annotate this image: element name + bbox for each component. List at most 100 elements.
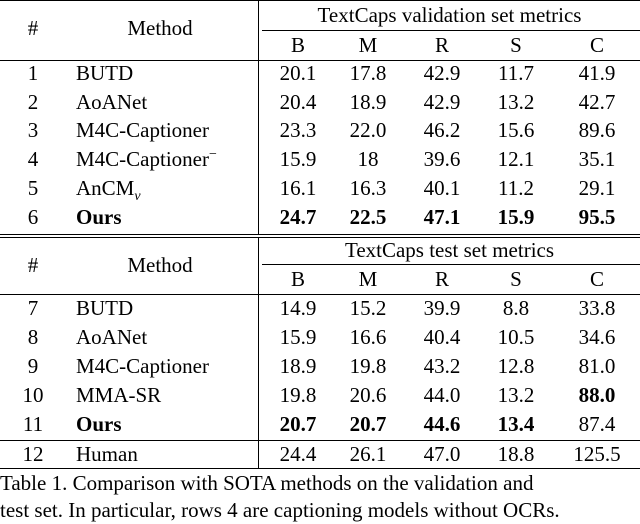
method-label: AoANet: [76, 90, 148, 114]
metric-value: 10.5: [497, 325, 535, 349]
metric-value: 19.8: [279, 383, 317, 407]
row-number: 3: [27, 118, 39, 142]
metric-value: 20.7: [349, 412, 387, 436]
row-number: 6: [27, 205, 39, 229]
metric-value: 22.0: [349, 118, 387, 142]
table-caption: Table 1. Comparison with SOTA methods on…: [0, 470, 640, 524]
method-label: MMA-SR: [76, 383, 162, 407]
metric-value: 23.3: [279, 118, 317, 142]
row-number: 7: [27, 296, 39, 320]
group-rule: [262, 30, 640, 31]
metric-value: 29.1: [578, 176, 616, 200]
metric-value: 20.1: [279, 61, 317, 85]
metric-value: 24.7: [279, 205, 317, 229]
method-superscript: −: [208, 147, 217, 162]
metric-value: 47.0: [423, 442, 461, 466]
metric-value: 88.0: [578, 383, 616, 407]
metric-value: 42.7: [578, 90, 616, 114]
metric-header: C: [589, 267, 604, 291]
metric-value: 44.6: [423, 412, 461, 436]
method-label: Human: [76, 442, 138, 466]
metric-value: 47.1: [423, 205, 461, 229]
method-name: M4C-Captioner: [76, 353, 266, 379]
caption-line-1: Table 1. Comparison with SOTA methods on…: [0, 471, 534, 495]
metric-value: 8.8: [502, 296, 530, 320]
row-number: 8: [27, 325, 39, 349]
metric-value: 33.8: [578, 296, 616, 320]
metric-value: 18.8: [497, 442, 535, 466]
group-title: TextCaps validation set metrics: [317, 3, 582, 27]
metric-header: B: [290, 267, 305, 291]
metric-header: M: [358, 33, 378, 57]
method-label: BUTD: [76, 296, 134, 320]
group-title: TextCaps test set metrics: [344, 238, 555, 262]
metric-value: 87.4: [578, 412, 616, 436]
header-number: #: [27, 253, 39, 277]
metric-value: 81.0: [578, 354, 616, 378]
metric-header: R: [434, 267, 449, 291]
metric-value: 18: [357, 147, 379, 171]
method-label: Ours: [76, 412, 122, 436]
metric-header: C: [589, 33, 604, 57]
bottom-rule: [0, 468, 640, 469]
metric-value: 13.4: [497, 412, 535, 436]
metric-header: M: [358, 267, 378, 291]
metric-value: 95.5: [578, 205, 616, 229]
metric-value: 20.6: [349, 383, 387, 407]
column-divider: [258, 237, 259, 469]
metric-value: 42.9: [423, 90, 461, 114]
metric-value: 89.6: [578, 118, 616, 142]
metric-value: 39.6: [423, 147, 461, 171]
metric-value: 14.9: [279, 296, 317, 320]
top-rule: [0, 0, 640, 1]
metric-value: 15.2: [349, 296, 387, 320]
metric-value: 44.0: [423, 383, 461, 407]
metric-value: 39.9: [423, 296, 461, 320]
metric-value: 26.1: [349, 442, 387, 466]
row-number: 10: [22, 383, 44, 407]
header-number: #: [27, 16, 39, 40]
method-name: BUTD: [76, 60, 266, 86]
metric-value: 16.1: [279, 176, 317, 200]
method-name: AoANet: [76, 324, 266, 350]
metric-header: S: [510, 33, 522, 57]
column-divider: [258, 0, 259, 235]
metric-value: 43.2: [423, 354, 461, 378]
method-subscript: v: [134, 189, 141, 205]
metric-value: 24.4: [279, 442, 317, 466]
method-name: M4C-Captioner: [76, 117, 266, 143]
section-rule-double: [0, 237, 640, 238]
row-number: 2: [27, 90, 39, 114]
metric-value: 20.7: [279, 412, 317, 436]
method-label: Ours: [76, 205, 122, 229]
metric-value: 42.9: [423, 61, 461, 85]
row-number: 11: [22, 412, 44, 436]
row-number: 5: [27, 176, 39, 200]
metric-value: 35.1: [578, 147, 616, 171]
method-label: M4C-Captioner: [76, 118, 209, 142]
metric-value: 41.9: [578, 61, 616, 85]
metric-value: 20.4: [279, 90, 317, 114]
method-name: MMA-SR: [76, 382, 266, 408]
method-label: BUTD: [76, 61, 134, 85]
metric-value: 125.5: [573, 442, 621, 466]
metric-value: 13.2: [497, 90, 535, 114]
metric-value: 13.2: [497, 383, 535, 407]
footer-rule: [0, 440, 640, 441]
metric-value: 17.8: [349, 61, 387, 85]
method-name: Human: [76, 441, 266, 467]
method-name: M4C-Captioner−: [76, 146, 266, 172]
metric-header: R: [434, 33, 449, 57]
metric-header: B: [290, 33, 305, 57]
row-number: 4: [27, 147, 39, 171]
header-method: Method: [127, 253, 193, 277]
caption-line-2: test set. In particular, rows 4 are capt…: [0, 498, 560, 522]
method-name: Ours: [76, 204, 266, 230]
metric-value: 15.9: [279, 325, 317, 349]
metric-value: 22.5: [349, 205, 387, 229]
row-number: 1: [27, 61, 39, 85]
metric-value: 11.2: [498, 176, 534, 200]
metric-value: 19.8: [349, 354, 387, 378]
section-rule: [0, 234, 640, 235]
metric-value: 11.7: [498, 61, 534, 85]
